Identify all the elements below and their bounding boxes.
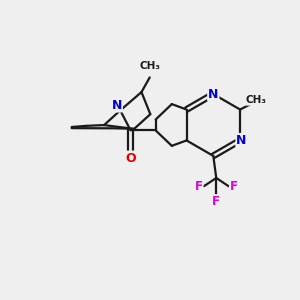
Text: N: N xyxy=(112,99,122,112)
Text: F: F xyxy=(230,180,238,193)
Text: N: N xyxy=(208,88,218,100)
Text: F: F xyxy=(195,180,203,193)
Text: O: O xyxy=(125,152,136,165)
Text: F: F xyxy=(212,195,220,208)
Text: N: N xyxy=(236,134,247,147)
Text: CH₃: CH₃ xyxy=(246,95,267,105)
Text: CH₃: CH₃ xyxy=(139,61,160,71)
